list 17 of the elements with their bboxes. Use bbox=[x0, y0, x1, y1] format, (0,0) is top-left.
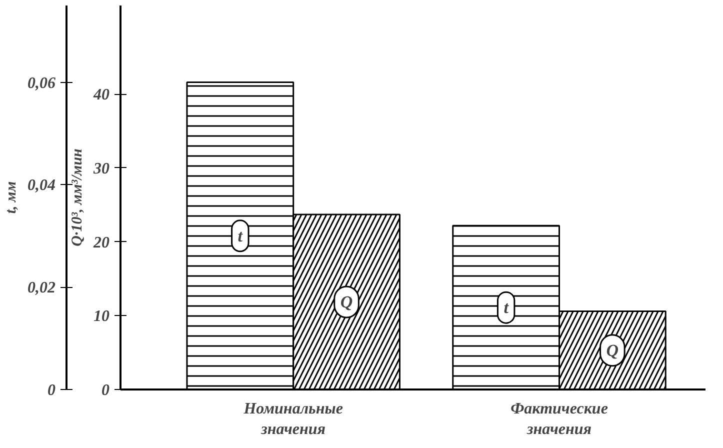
y-axis-title: Q·10³, мм³/мин bbox=[70, 148, 86, 246]
y2-tick-label: 0 bbox=[48, 382, 56, 399]
y2-axis-title: t, мм bbox=[4, 181, 20, 214]
x-tick-label: Фактические значения bbox=[510, 400, 608, 438]
series-label: Q bbox=[606, 340, 619, 360]
y-tick-label: 10 bbox=[94, 308, 110, 326]
y2-tick-label: 0,04 bbox=[28, 177, 56, 194]
series-label: t bbox=[238, 226, 244, 246]
text: t bbox=[504, 298, 508, 318]
y-tick-label: 20 bbox=[92, 234, 110, 252]
y-tick-label: 30 bbox=[92, 160, 110, 178]
y2-tick-label: 0,02 bbox=[28, 280, 56, 297]
x-tick-label: Номинальные значения bbox=[242, 400, 343, 438]
y-tick-label: 40 bbox=[92, 86, 110, 104]
y2-tick-label: 0,06 bbox=[28, 74, 56, 92]
text: Q bbox=[340, 292, 353, 312]
y-tick-label: 0 bbox=[102, 382, 110, 399]
